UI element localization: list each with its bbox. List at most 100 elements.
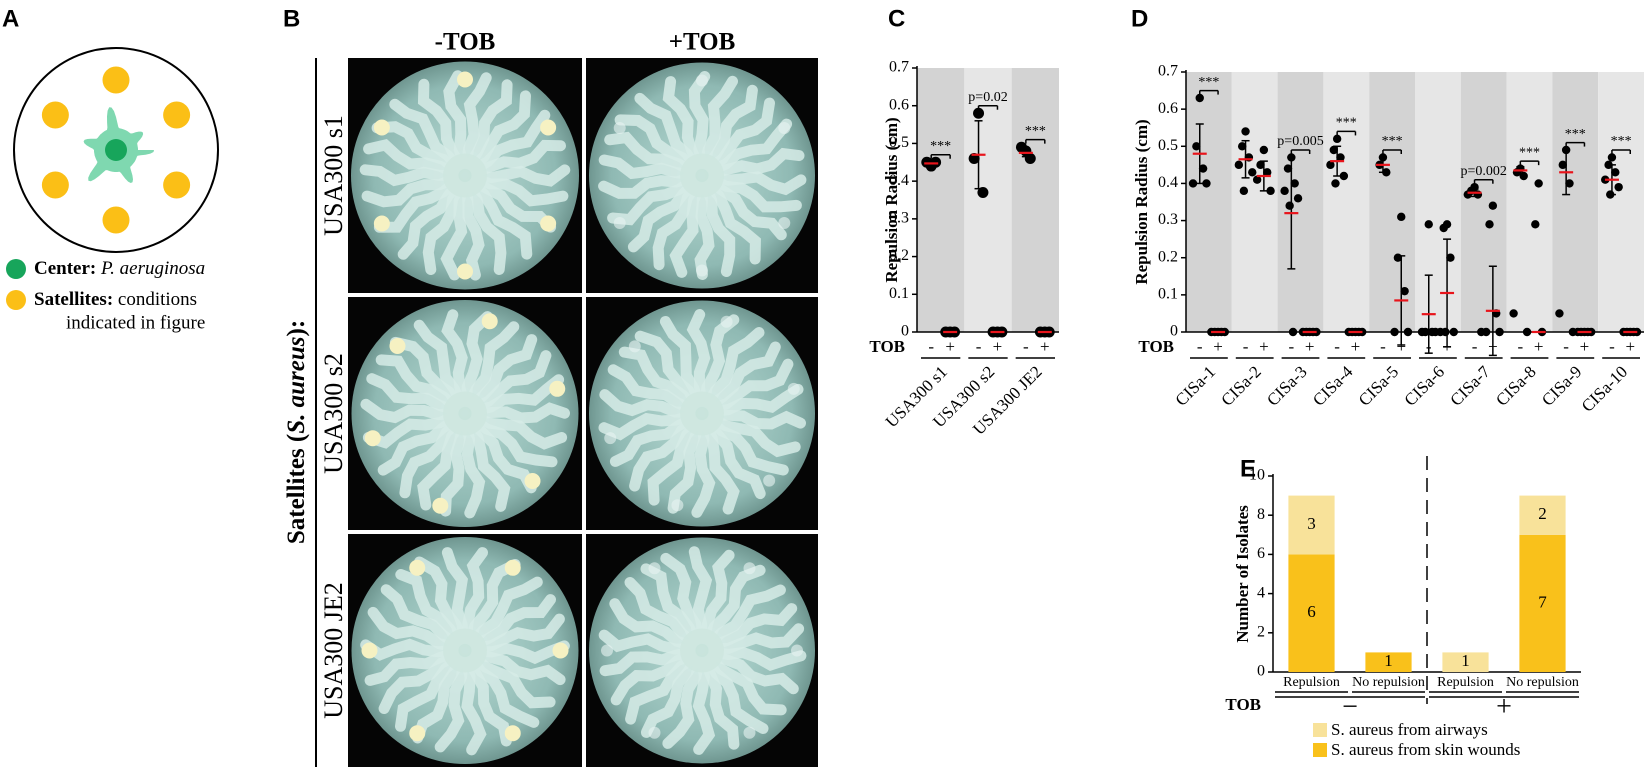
swarm-tendril: [470, 411, 568, 450]
panel-label: C: [888, 5, 905, 32]
condition-label: +: [1580, 337, 1590, 356]
satellite-colony: [628, 340, 641, 353]
swarm-tendril: [598, 629, 696, 655]
group-label: −: [1342, 691, 1358, 722]
satellite: [102, 206, 130, 234]
legend-swatch: [1313, 723, 1327, 737]
data-point: [1509, 309, 1518, 318]
swarm-tendril: [467, 334, 538, 411]
value-label: 1: [1384, 651, 1393, 670]
swarm-tendril: [699, 75, 738, 170]
condition-label: -: [1609, 337, 1615, 356]
y-tick-label: 0.4: [889, 172, 909, 189]
annotation: ***: [1336, 116, 1357, 131]
legend-swatch: [1313, 743, 1327, 757]
swarm-tendril: [652, 180, 702, 271]
swarm-tendril: [700, 656, 740, 750]
annotation: ***: [930, 139, 951, 154]
value-label: 2: [1538, 504, 1547, 523]
swarm-tendril: [461, 72, 492, 170]
swarm-tendril: [443, 70, 469, 170]
category-band: [917, 68, 965, 332]
annotation: ***: [1565, 127, 1586, 142]
data-point: [1252, 175, 1262, 184]
condition-label: -: [976, 337, 982, 356]
swarm-tendril: [702, 564, 766, 646]
condition-label: -: [1472, 337, 1478, 356]
swarm-tendril: [609, 413, 697, 467]
swarm-tendril: [460, 656, 487, 756]
y-tick-label: 0.5: [889, 134, 909, 151]
data-point: [1534, 179, 1543, 188]
category-label: CISa-3: [1263, 362, 1310, 409]
y-tick-label: 0: [1170, 323, 1178, 340]
swarm-tendril: [440, 419, 469, 517]
satellite-colony: [552, 642, 569, 659]
data-point: [1287, 153, 1296, 162]
swarm-tendril: [469, 651, 556, 709]
data-point: [1397, 212, 1406, 222]
satellite-colony: [743, 562, 756, 575]
center-colony: [105, 139, 127, 161]
swarm-tendril: [662, 656, 705, 749]
data-point: [1188, 179, 1198, 188]
swarm-tendril: [469, 594, 556, 650]
y-tick-label: 2: [1257, 623, 1265, 640]
swarm-tendril: [471, 374, 565, 416]
swarm-tendril: [467, 654, 540, 728]
swarm-tendril: [700, 419, 740, 515]
data-point: [1449, 327, 1458, 337]
swarm-tendril: [634, 330, 701, 410]
swarm-tendril: [705, 652, 787, 716]
legend-label: S. aureus from airways: [1331, 720, 1488, 739]
data-point: [1611, 168, 1620, 177]
panel-label: B: [283, 5, 300, 32]
satellite-colony: [648, 726, 661, 739]
data-point: [1237, 142, 1247, 151]
swarm-tendril: [703, 655, 769, 734]
swarm-tendril: [699, 549, 735, 645]
data-point: [1339, 171, 1349, 181]
data-point: [1326, 160, 1335, 170]
bar-segment: [1288, 495, 1335, 555]
swarm-tendril: [702, 84, 758, 171]
category-label: Repulsion: [1437, 675, 1494, 690]
data-point: [1390, 327, 1399, 337]
satellite-colony: [613, 122, 626, 134]
swarm-tendril: [607, 175, 697, 226]
swarm-tendril: [371, 121, 461, 175]
swarm-tendril: [708, 383, 804, 417]
annotation: ***: [1519, 145, 1540, 160]
swarm-tendril: [640, 655, 702, 738]
annotation: p=0.02: [968, 90, 1007, 105]
swarm-tendril: [599, 646, 696, 677]
swarm-tendril: [441, 547, 470, 645]
data-point: [1293, 194, 1303, 203]
swarm-tendril: [607, 364, 697, 415]
category-band: [1598, 72, 1644, 332]
data-point: [1607, 153, 1617, 162]
data-point: [1382, 168, 1391, 177]
category-band: [1277, 72, 1324, 332]
bar-segment: [1519, 495, 1566, 535]
data-point: [1024, 153, 1036, 165]
data-point: [930, 156, 942, 168]
colony-center: [443, 628, 487, 673]
category-label: CISa-8: [1492, 362, 1539, 409]
y-tick-label: 0.6: [1158, 100, 1178, 117]
swarm-tendril: [380, 584, 461, 650]
satellite-colony: [613, 217, 626, 229]
category-band: [1186, 72, 1232, 332]
data-point: [1195, 93, 1204, 103]
data-point: [1263, 168, 1272, 177]
category-band: [1415, 72, 1461, 332]
y-tick-label: 0: [901, 323, 909, 340]
satellite-colony: [778, 122, 791, 134]
condition-label: -: [928, 337, 934, 356]
swarm-tendril: [662, 76, 704, 170]
category-band: [1460, 72, 1507, 332]
condition-label: +: [1396, 337, 1406, 356]
swarm-tendril: [422, 180, 466, 275]
swarm-tendril: [625, 652, 699, 725]
